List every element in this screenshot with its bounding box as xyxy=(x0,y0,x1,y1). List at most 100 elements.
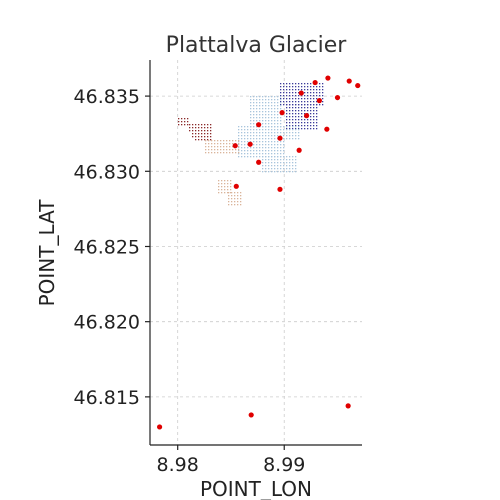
dem-grid-dot xyxy=(253,141,255,143)
dem-grid-dot xyxy=(217,140,219,142)
dem-grid-dot xyxy=(289,119,291,121)
dem-grid-dot xyxy=(259,108,261,110)
dem-grid-dot xyxy=(286,168,288,170)
dem-grid-dot xyxy=(292,92,294,94)
dem-grid-dot xyxy=(189,124,191,126)
dem-grid-dot xyxy=(256,111,258,113)
dem-grid-dot xyxy=(265,114,267,116)
dem-grid-dot xyxy=(304,113,306,115)
dem-grid-dot xyxy=(259,150,261,152)
dem-grid-dot xyxy=(307,119,309,121)
dem-grid-dot xyxy=(286,92,288,94)
dem-grid-dot xyxy=(220,140,222,142)
dem-grid-dot xyxy=(208,149,210,151)
dem-grid-dot xyxy=(280,153,282,155)
dem-grid-dot xyxy=(301,89,303,91)
dem-grid-dot xyxy=(232,143,234,145)
dem-grid-dot xyxy=(289,128,291,130)
x-tick-label: 8.99 xyxy=(263,454,305,476)
dem-grid-dot xyxy=(201,124,203,126)
dem-grid-dot xyxy=(298,95,300,97)
dem-grid-dot xyxy=(227,183,229,185)
dem-grid-dot xyxy=(259,153,261,155)
dem-grid-dot xyxy=(256,105,258,107)
dem-grid-dot xyxy=(226,149,228,151)
dem-grid-dot xyxy=(295,162,297,164)
dem-grid-dot xyxy=(295,122,297,124)
dem-grid-dot xyxy=(241,144,243,146)
dem-grid-dot xyxy=(198,136,200,138)
dem-grid-dot xyxy=(253,129,255,131)
dem-grid-dot xyxy=(265,141,267,143)
dem-grid-dot xyxy=(238,140,240,142)
dem-grid-dot xyxy=(274,171,276,173)
dem-grid-dot xyxy=(268,129,270,131)
dem-grid-dot xyxy=(313,119,315,121)
dem-grid-dot xyxy=(310,101,312,103)
dem-grid-dot xyxy=(280,165,282,167)
dem-grid-dot xyxy=(250,105,252,107)
dem-grid-dot xyxy=(292,107,294,109)
dem-grid-dot xyxy=(298,125,300,127)
dem-grid-dot xyxy=(301,83,303,85)
dem-grid-dot xyxy=(231,192,233,194)
dem-grid-dot xyxy=(210,136,212,138)
dem-grid-dot xyxy=(238,147,240,149)
dem-grid-dot xyxy=(237,201,239,203)
dem-grid-dot xyxy=(286,104,288,106)
measurement-point xyxy=(304,113,310,119)
dem-grid-dot xyxy=(228,195,230,197)
dem-grid-dot xyxy=(184,124,186,126)
dem-grid-dot xyxy=(189,130,191,132)
dem-grid-dot xyxy=(277,162,279,164)
dem-grid-dot xyxy=(228,201,230,203)
dem-grid-dot xyxy=(298,135,300,137)
dem-grid-dot xyxy=(241,147,243,149)
dem-grid-dot xyxy=(298,89,300,91)
dem-grid-dot xyxy=(322,83,324,85)
dem-grid-dot xyxy=(256,108,258,110)
dem-grid-dot xyxy=(211,149,213,151)
dem-grid-dot xyxy=(265,150,267,152)
dem-grid-dot xyxy=(253,138,255,140)
dem-grid-dot xyxy=(201,127,203,129)
dem-grid-dot xyxy=(221,192,223,194)
dem-grid-dot xyxy=(304,98,306,100)
dem-grid-dot xyxy=(250,114,252,116)
dem-grid-dot xyxy=(271,96,273,98)
dem-grid-dot xyxy=(280,144,282,146)
y-tick-label: 46.820 xyxy=(74,312,140,334)
dem-grid-dot xyxy=(256,102,258,104)
dem-grid-dot xyxy=(268,147,270,149)
dem-grid-dot xyxy=(227,186,229,188)
dem-grid-dot xyxy=(195,136,197,138)
dem-grid-dot xyxy=(277,144,279,146)
dem-grid-dot xyxy=(280,96,282,98)
dem-grid-dot xyxy=(292,135,294,137)
dem-grid-dot xyxy=(221,189,223,191)
dem-grid-dot xyxy=(253,99,255,101)
dem-grid-dot xyxy=(268,150,270,152)
dem-grid-dot xyxy=(280,95,282,97)
dem-grid-dot xyxy=(223,143,225,145)
dem-grid-dot xyxy=(224,192,226,194)
dem-grid-dot xyxy=(210,124,212,126)
dem-grid-dot xyxy=(250,132,252,134)
dem-grid-dot xyxy=(220,149,222,151)
dem-grid-dot xyxy=(218,180,220,182)
dem-grid-dot xyxy=(247,126,249,128)
dem-grid-dot xyxy=(259,99,261,101)
dem-grid-dot xyxy=(192,133,194,135)
dem-grid-dot xyxy=(244,135,246,137)
dem-grid-dot xyxy=(271,162,273,164)
dem-grid-dot xyxy=(256,153,258,155)
dem-grid-dot xyxy=(283,104,285,106)
dem-grid-dot xyxy=(289,107,291,109)
dem-grid-dot xyxy=(280,102,282,104)
dem-grid-dot xyxy=(286,119,288,121)
dem-grid-dot xyxy=(238,126,240,128)
dem-grid-dot xyxy=(277,168,279,170)
dem-grid-dot xyxy=(310,95,312,97)
dem-grid-dot xyxy=(262,102,264,104)
dem-grid-dot xyxy=(316,92,318,94)
